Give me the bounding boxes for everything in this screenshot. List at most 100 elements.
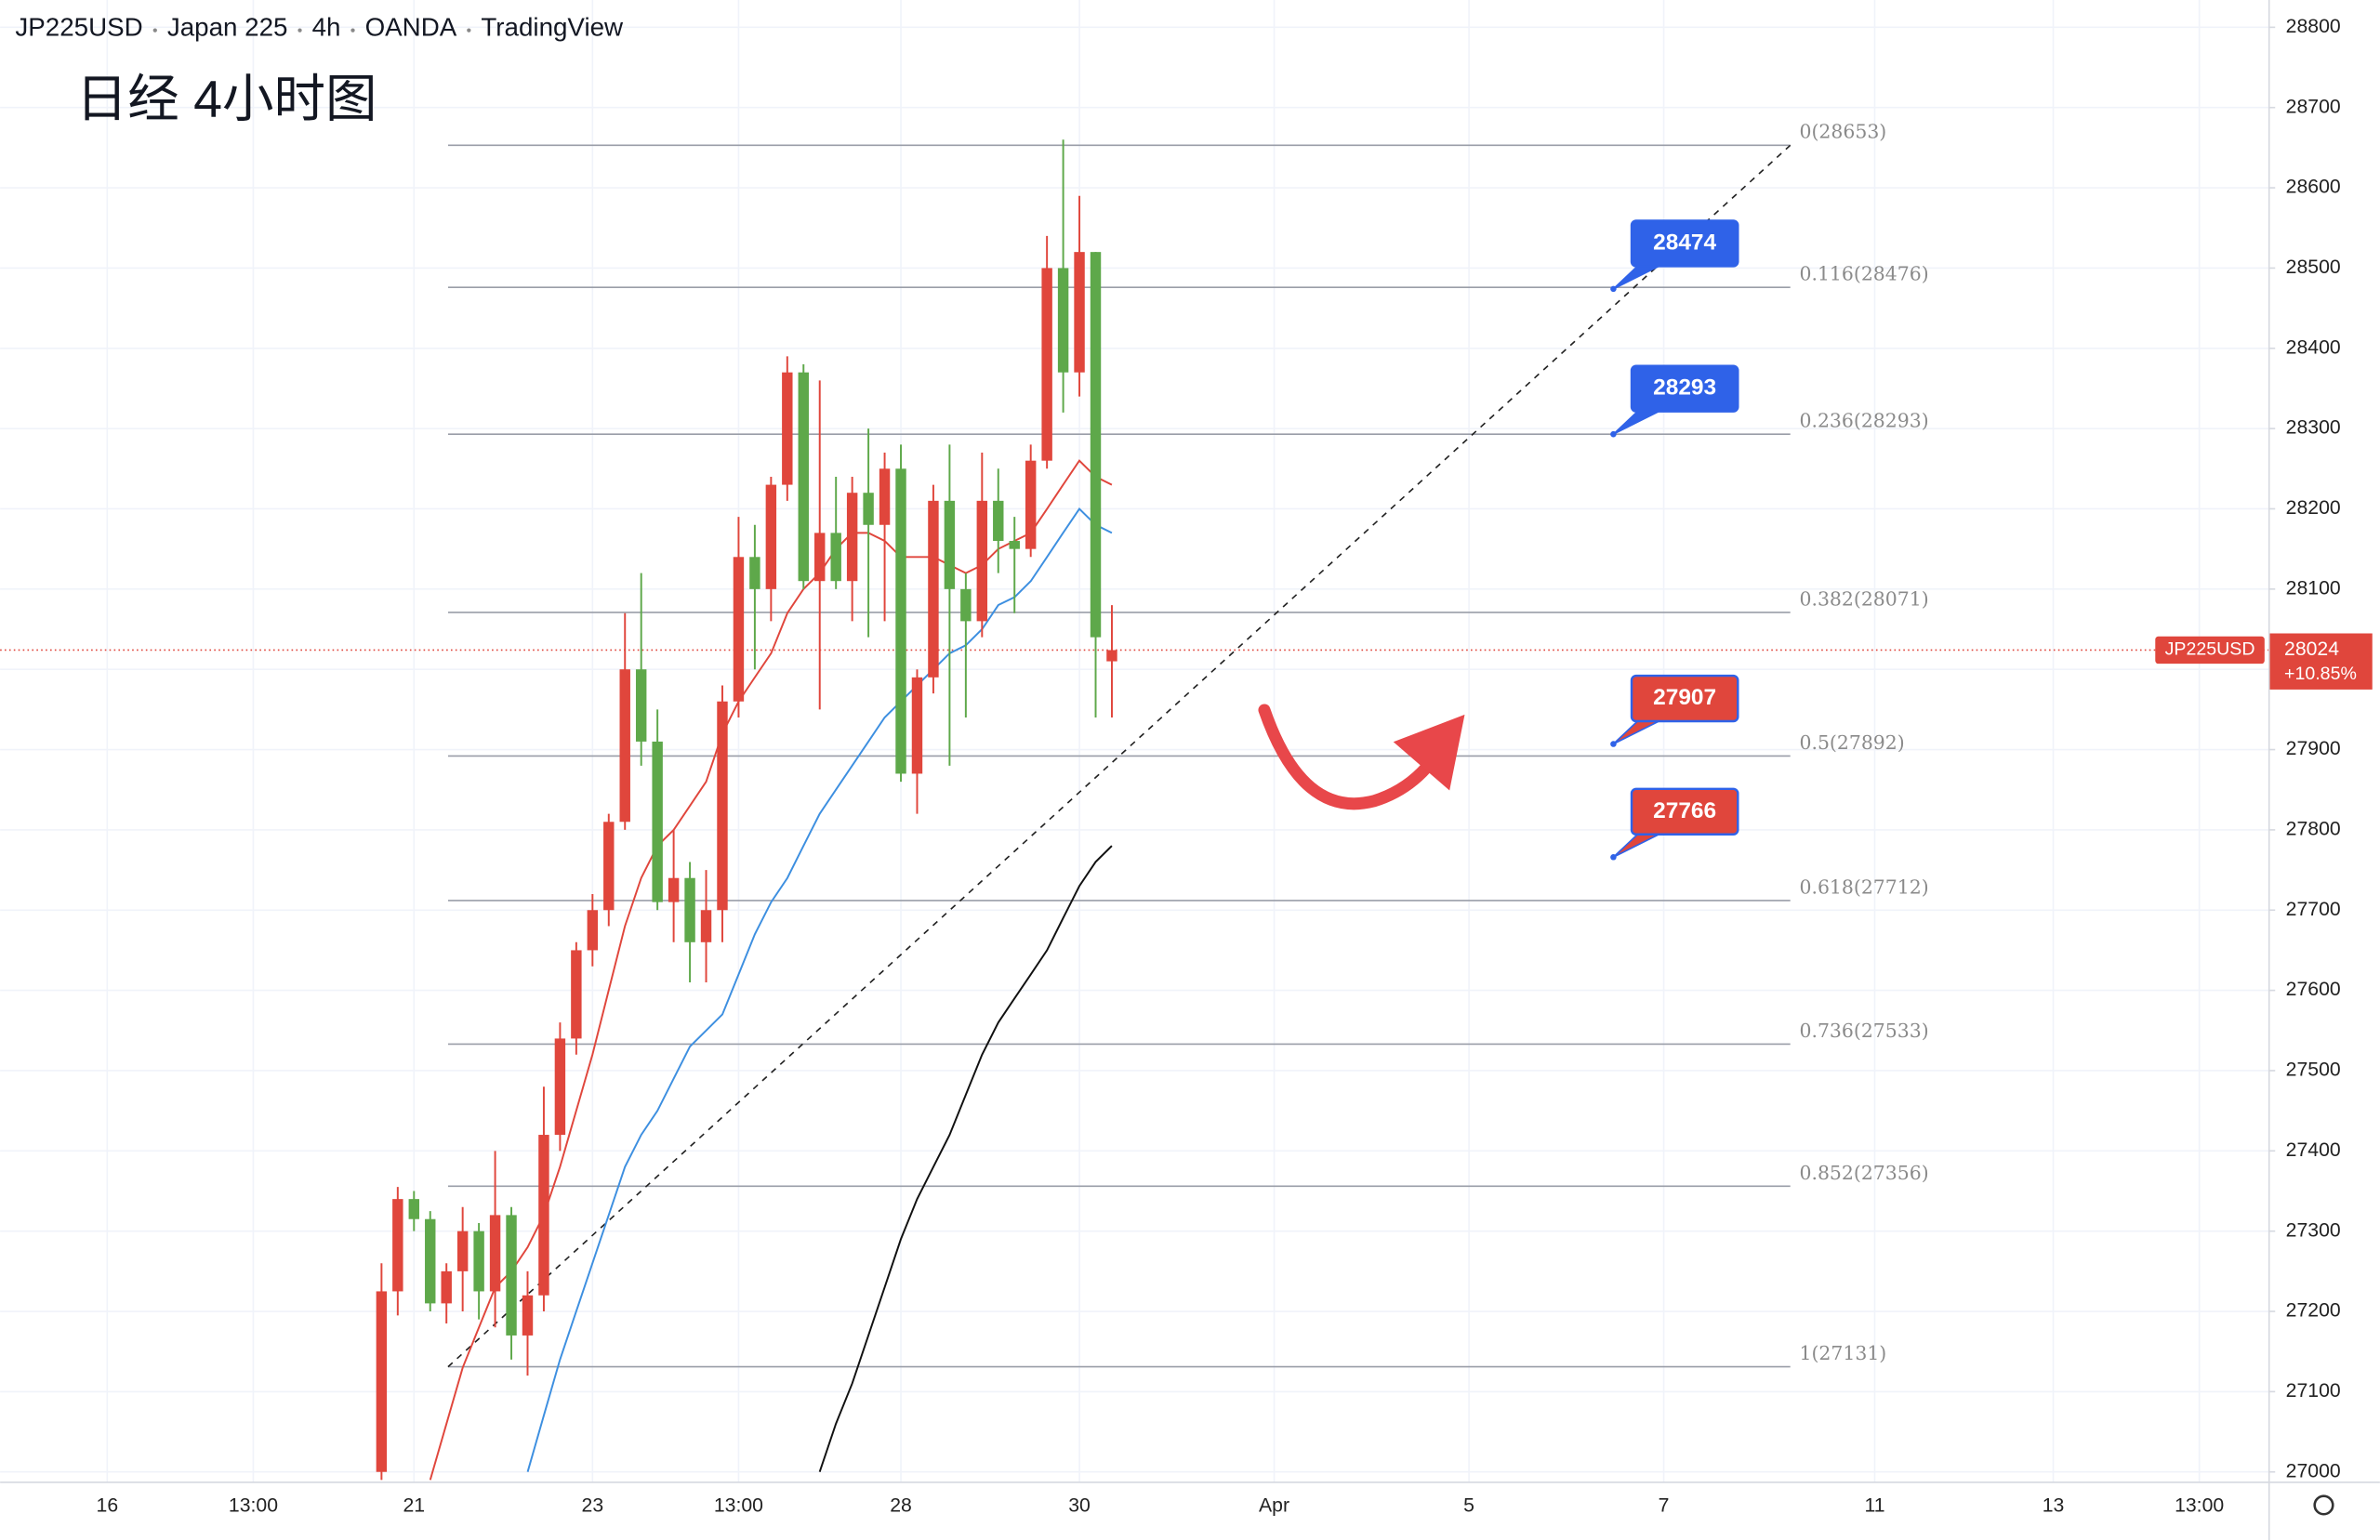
header-item: OANDA — [365, 12, 457, 41]
candle-body — [960, 588, 972, 622]
candle-body — [506, 1215, 517, 1336]
candle-body — [1025, 460, 1037, 549]
candle-body — [652, 741, 663, 902]
fib-label: 0.618(27712) — [1800, 875, 1929, 898]
y-tick-label: 27700 — [2286, 899, 2341, 920]
y-tick-label: 27600 — [2286, 979, 2341, 1000]
y-tick-label: 27400 — [2286, 1139, 2341, 1161]
candle-body — [1106, 650, 1117, 662]
callout-tip — [1610, 741, 1617, 747]
y-tick-label: 27900 — [2286, 738, 2341, 759]
candle-body — [879, 468, 891, 525]
candle-body — [993, 500, 1004, 542]
candle-body — [684, 877, 695, 942]
candle-body — [392, 1199, 403, 1292]
candle-body — [944, 500, 956, 589]
x-tick-label: 13:00 — [2175, 1495, 2224, 1517]
candle-body — [928, 500, 939, 678]
candle-body — [376, 1291, 388, 1472]
y-tick-label: 27800 — [2286, 819, 2341, 840]
x-tick-label: 23 — [582, 1495, 604, 1517]
x-tick-label: Apr — [1259, 1495, 1289, 1517]
fib-label: 0.5(27892) — [1800, 731, 1905, 754]
settings-icon[interactable] — [2313, 1494, 2334, 1516]
gear[interactable] — [2313, 1494, 2334, 1516]
candle-body — [571, 950, 582, 1039]
fib-label: 0.852(27356) — [1800, 1162, 1929, 1184]
fib-label: 0(28653) — [1800, 121, 1887, 143]
candle-body — [473, 1231, 484, 1292]
header-item: Japan 225 — [167, 12, 288, 41]
callout-tip — [1610, 285, 1617, 293]
candle-body — [1009, 541, 1020, 549]
price-tag-label: 28024 — [2284, 638, 2339, 660]
symbol-tag-label: JP225USD — [2165, 639, 2255, 660]
x-tick-label: 13:00 — [229, 1495, 278, 1517]
candle-body — [733, 557, 745, 702]
candle-body — [1090, 252, 1102, 638]
candle-body — [538, 1135, 549, 1296]
arrow-head — [1393, 714, 1465, 791]
callout-label: 28293 — [1653, 375, 1716, 401]
callout-box — [1630, 364, 1739, 413]
y-tick-label: 28700 — [2286, 96, 2341, 117]
x-tick-label: 30 — [1068, 1495, 1091, 1517]
callout-box — [1630, 787, 1739, 836]
candle-body — [408, 1199, 419, 1219]
candle-body — [619, 669, 630, 823]
candle-body — [863, 493, 874, 525]
x-tick-label: 21 — [403, 1495, 425, 1517]
separator-dot — [152, 28, 157, 33]
candle-body — [441, 1270, 452, 1304]
plot: 27000 27100 27200 27300 27400 27500 27600 27700… — [0, 16, 2373, 1517]
y-tick-label: 28100 — [2286, 577, 2341, 599]
callout-label: 28474 — [1653, 230, 1716, 255]
header-item: 4h — [312, 12, 341, 41]
candle-body — [814, 533, 826, 582]
candle-body — [895, 468, 906, 774]
x-tick-label: 28 — [890, 1495, 912, 1517]
y-tick-label: 28300 — [2286, 417, 2341, 439]
fib-label: 0.736(27533) — [1800, 1020, 1929, 1042]
candle-body — [1074, 252, 1085, 373]
candle-body — [587, 910, 599, 951]
x-tick-label: 13 — [2043, 1495, 2065, 1517]
fib-label: 1(27131) — [1800, 1342, 1887, 1364]
candle-body — [976, 500, 988, 622]
candle-body — [749, 557, 760, 589]
fib-label: 0.382(28071) — [1800, 587, 1929, 610]
y-tick-label: 28200 — [2286, 497, 2341, 519]
fib-label: 0.116(28476) — [1800, 263, 1929, 285]
candle-body — [489, 1215, 501, 1292]
x-tick-label: 5 — [1463, 1495, 1474, 1517]
candle-body — [1057, 268, 1069, 373]
y-tick-label: 28400 — [2286, 336, 2341, 358]
candle-body — [456, 1231, 469, 1271]
y-tick-label: 27500 — [2286, 1060, 2341, 1081]
candle-body — [911, 677, 923, 774]
y-tick-label: 27300 — [2286, 1219, 2341, 1241]
grid — [0, 0, 2269, 1482]
y-tick-label: 27200 — [2286, 1300, 2341, 1322]
callout-box — [1630, 674, 1739, 723]
y-tick-label: 28500 — [2286, 257, 2341, 278]
y-tick-label: 27000 — [2286, 1460, 2341, 1481]
header-item: TradingView — [481, 12, 624, 41]
candle-body — [798, 372, 809, 582]
candle-body — [700, 910, 712, 942]
separator-dot — [467, 28, 471, 33]
price-change-label: +10.85% — [2284, 664, 2357, 684]
candle-body — [554, 1038, 566, 1136]
x-tick-label: 7 — [1659, 1495, 1670, 1517]
candle-body — [425, 1218, 436, 1304]
candle-body — [846, 493, 858, 582]
chart-title: 日经 4小时图 — [76, 71, 377, 128]
callout-box — [1630, 219, 1739, 268]
moving-average — [818, 845, 1113, 1473]
price-tag — [2268, 633, 2373, 690]
header: JP225USD Japan 225 4h OANDA TradingView — [15, 12, 624, 41]
header-item: JP225USD — [15, 12, 142, 41]
y-tick-label: 27100 — [2286, 1380, 2341, 1402]
